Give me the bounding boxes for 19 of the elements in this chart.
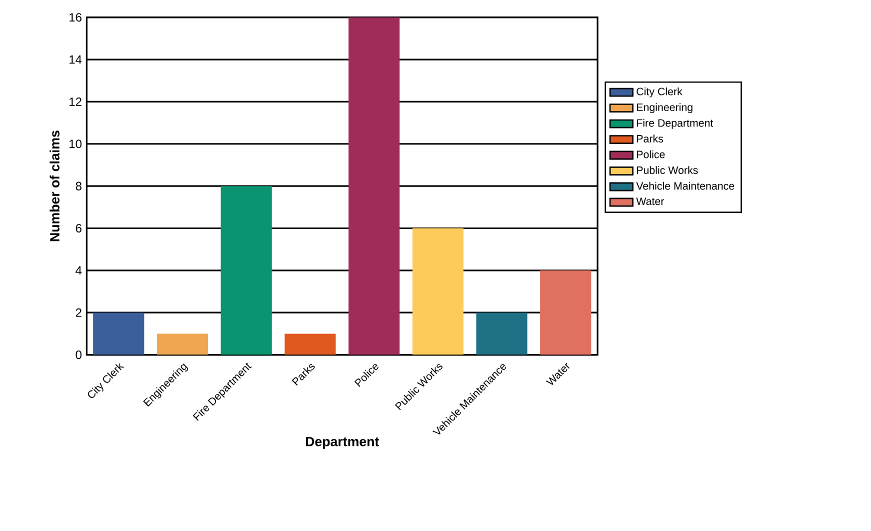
y-tick-label: 14 — [70, 55, 82, 64]
legend-label: Public Works — [637, 166, 698, 174]
y-axis-title: Number of claims — [50, 130, 60, 242]
y-tick-label: 0 — [76, 350, 82, 360]
y-tick-label: 12 — [70, 98, 82, 106]
x-axis-title: Department — [306, 437, 380, 449]
legend-label: Water — [636, 198, 664, 206]
y-tick-label: 4 — [76, 266, 82, 275]
y-tick-label: 10 — [70, 140, 82, 148]
legend-label: Engineering — [637, 103, 692, 114]
legend-label: Police — [637, 150, 665, 158]
legend-label: Parks — [637, 134, 664, 143]
legend-label: Vehicle Maintenance — [636, 182, 734, 190]
y-tick-label: 2 — [76, 308, 82, 317]
legend-label: City Clerk — [636, 88, 682, 98]
legend-label: Fire Department — [637, 118, 714, 129]
y-tick-label: 8 — [76, 182, 82, 190]
y-tick-label: 16 — [70, 13, 82, 22]
y-tick-label: 6 — [76, 224, 82, 233]
